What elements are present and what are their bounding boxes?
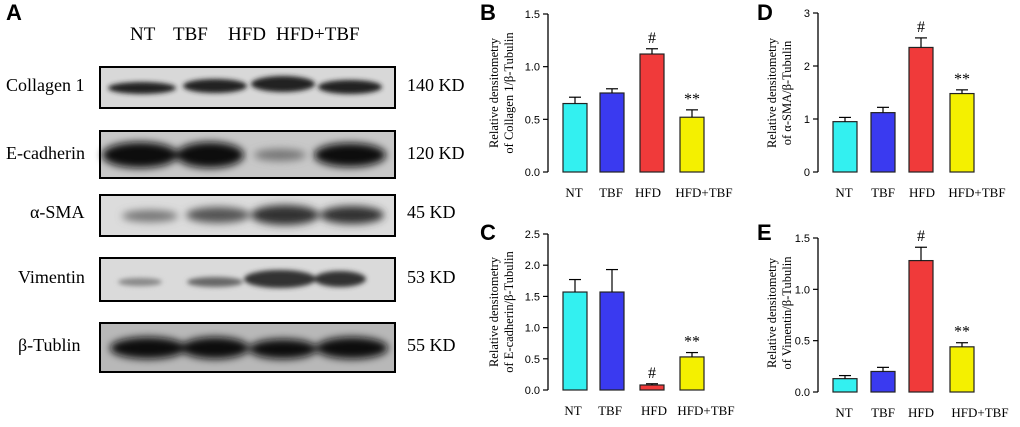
x-category-label: HFD+TBF	[675, 185, 732, 200]
protein-label-ecadherin: E-cadherin	[6, 143, 85, 163]
significance-marker: #	[917, 228, 925, 245]
x-category-label: NT	[564, 403, 581, 418]
y-axis-label: Relative densitometry	[765, 257, 779, 368]
panel-label-c: C	[480, 220, 496, 245]
protein-label-vimentin: Vimentin	[18, 267, 85, 287]
x-category-label: NT	[565, 185, 582, 200]
x-category-label: HFD+TBF	[948, 185, 1005, 200]
y-tick-label: 0.5	[525, 354, 540, 366]
y-axis-label: of Collagen 1/β-Tubulin	[502, 32, 516, 154]
blot-strip-asma	[99, 194, 396, 237]
significance-marker: #	[917, 19, 925, 36]
bar-hfd-tbf	[679, 116, 705, 173]
blot-strip-ecadherin	[99, 130, 396, 179]
bar-hfd	[908, 259, 934, 393]
y-tick-label: 0.0	[525, 167, 540, 179]
size-label-collagen1: 140 KD	[407, 75, 465, 95]
x-category-label: NT	[835, 185, 852, 200]
y-tick-label: 0.5	[795, 336, 810, 348]
bar-nt	[832, 121, 858, 173]
bar-tbf	[870, 112, 896, 173]
size-label-asma: 45 KD	[407, 202, 456, 222]
x-category-label: TBF	[599, 185, 623, 200]
y-axis-label: of α-SMA/β-Tubulin	[780, 40, 794, 145]
panel-label-b: B	[480, 0, 496, 25]
y-tick-label: 1.5	[525, 291, 540, 303]
y-tick-label: 1.0	[525, 62, 540, 74]
size-label-btublin: 55 KD	[407, 335, 456, 355]
bar-nt	[832, 378, 858, 393]
x-category-label: HFD	[641, 403, 667, 418]
y-tick-label: 1.5	[795, 233, 810, 245]
x-category-label: HFD	[908, 405, 934, 420]
y-tick-label: 3	[804, 8, 810, 20]
panel-label-e: E	[757, 220, 772, 245]
y-tick-label: 0.0	[525, 385, 540, 397]
lane-label-hfd: HFD	[228, 24, 266, 45]
significance-marker: **	[684, 334, 700, 351]
y-tick-label: 2	[804, 61, 810, 73]
x-category-label: HFD	[909, 185, 935, 200]
y-tick-label: 1	[804, 114, 810, 126]
size-label-vimentin: 53 KD	[407, 267, 456, 287]
size-label-ecadherin: 120 KD	[407, 143, 465, 163]
protein-label-btublin: β-Tublin	[18, 335, 81, 355]
bar-hfd	[908, 46, 934, 173]
y-tick-label: 0	[804, 167, 810, 179]
blot-strip-btublin	[99, 322, 396, 373]
y-axis-label: Relative densitometry	[487, 37, 501, 148]
bar-hfd-tbf	[949, 346, 975, 393]
x-category-label: HFD+TBF	[677, 403, 734, 418]
y-axis-label: Relative densitometry	[765, 37, 779, 148]
blot-strip-collagen1	[99, 66, 396, 109]
significance-marker: **	[954, 324, 970, 341]
y-tick-label: 1.0	[795, 284, 810, 296]
x-category-label: NT	[835, 405, 852, 420]
y-axis-label: of E-cadherin/β-Tubulin	[502, 251, 516, 373]
significance-marker: **	[954, 71, 970, 88]
significance-marker: #	[648, 365, 656, 382]
x-category-label: TBF	[871, 405, 895, 420]
lane-label-tbf: TBF	[173, 24, 208, 45]
protein-label-collagen1: Collagen 1	[6, 75, 85, 95]
x-category-label: TBF	[871, 185, 895, 200]
x-category-label: HFD	[635, 185, 661, 200]
significance-marker: **	[684, 91, 700, 108]
x-category-label: HFD+TBF	[951, 405, 1008, 420]
y-axis-label: of Vimentin/β-Tubulin	[780, 256, 794, 370]
lane-label-nt: NT	[130, 24, 156, 45]
significance-marker: #	[648, 30, 656, 47]
protein-label-asma: α-SMA	[30, 202, 84, 222]
bar-tbf	[870, 370, 896, 393]
bar-hfd	[639, 53, 665, 173]
bar-hfd-tbf	[679, 356, 705, 391]
y-tick-label: 2.5	[525, 229, 540, 241]
y-tick-label: 2.0	[525, 260, 540, 272]
blot-strip-vimentin	[99, 257, 396, 302]
y-tick-label: 1.0	[525, 323, 540, 335]
lane-label-hfd-tbf: HFD+TBF	[276, 24, 360, 45]
panel-label-d: D	[757, 0, 773, 25]
y-tick-label: 0.0	[795, 387, 810, 399]
y-tick-label: 1.5	[525, 9, 540, 21]
y-axis-label: Relative densitometry	[487, 256, 501, 367]
x-category-label: TBF	[598, 403, 622, 418]
y-tick-label: 0.5	[525, 114, 540, 126]
panel-label-a: A	[6, 0, 22, 25]
